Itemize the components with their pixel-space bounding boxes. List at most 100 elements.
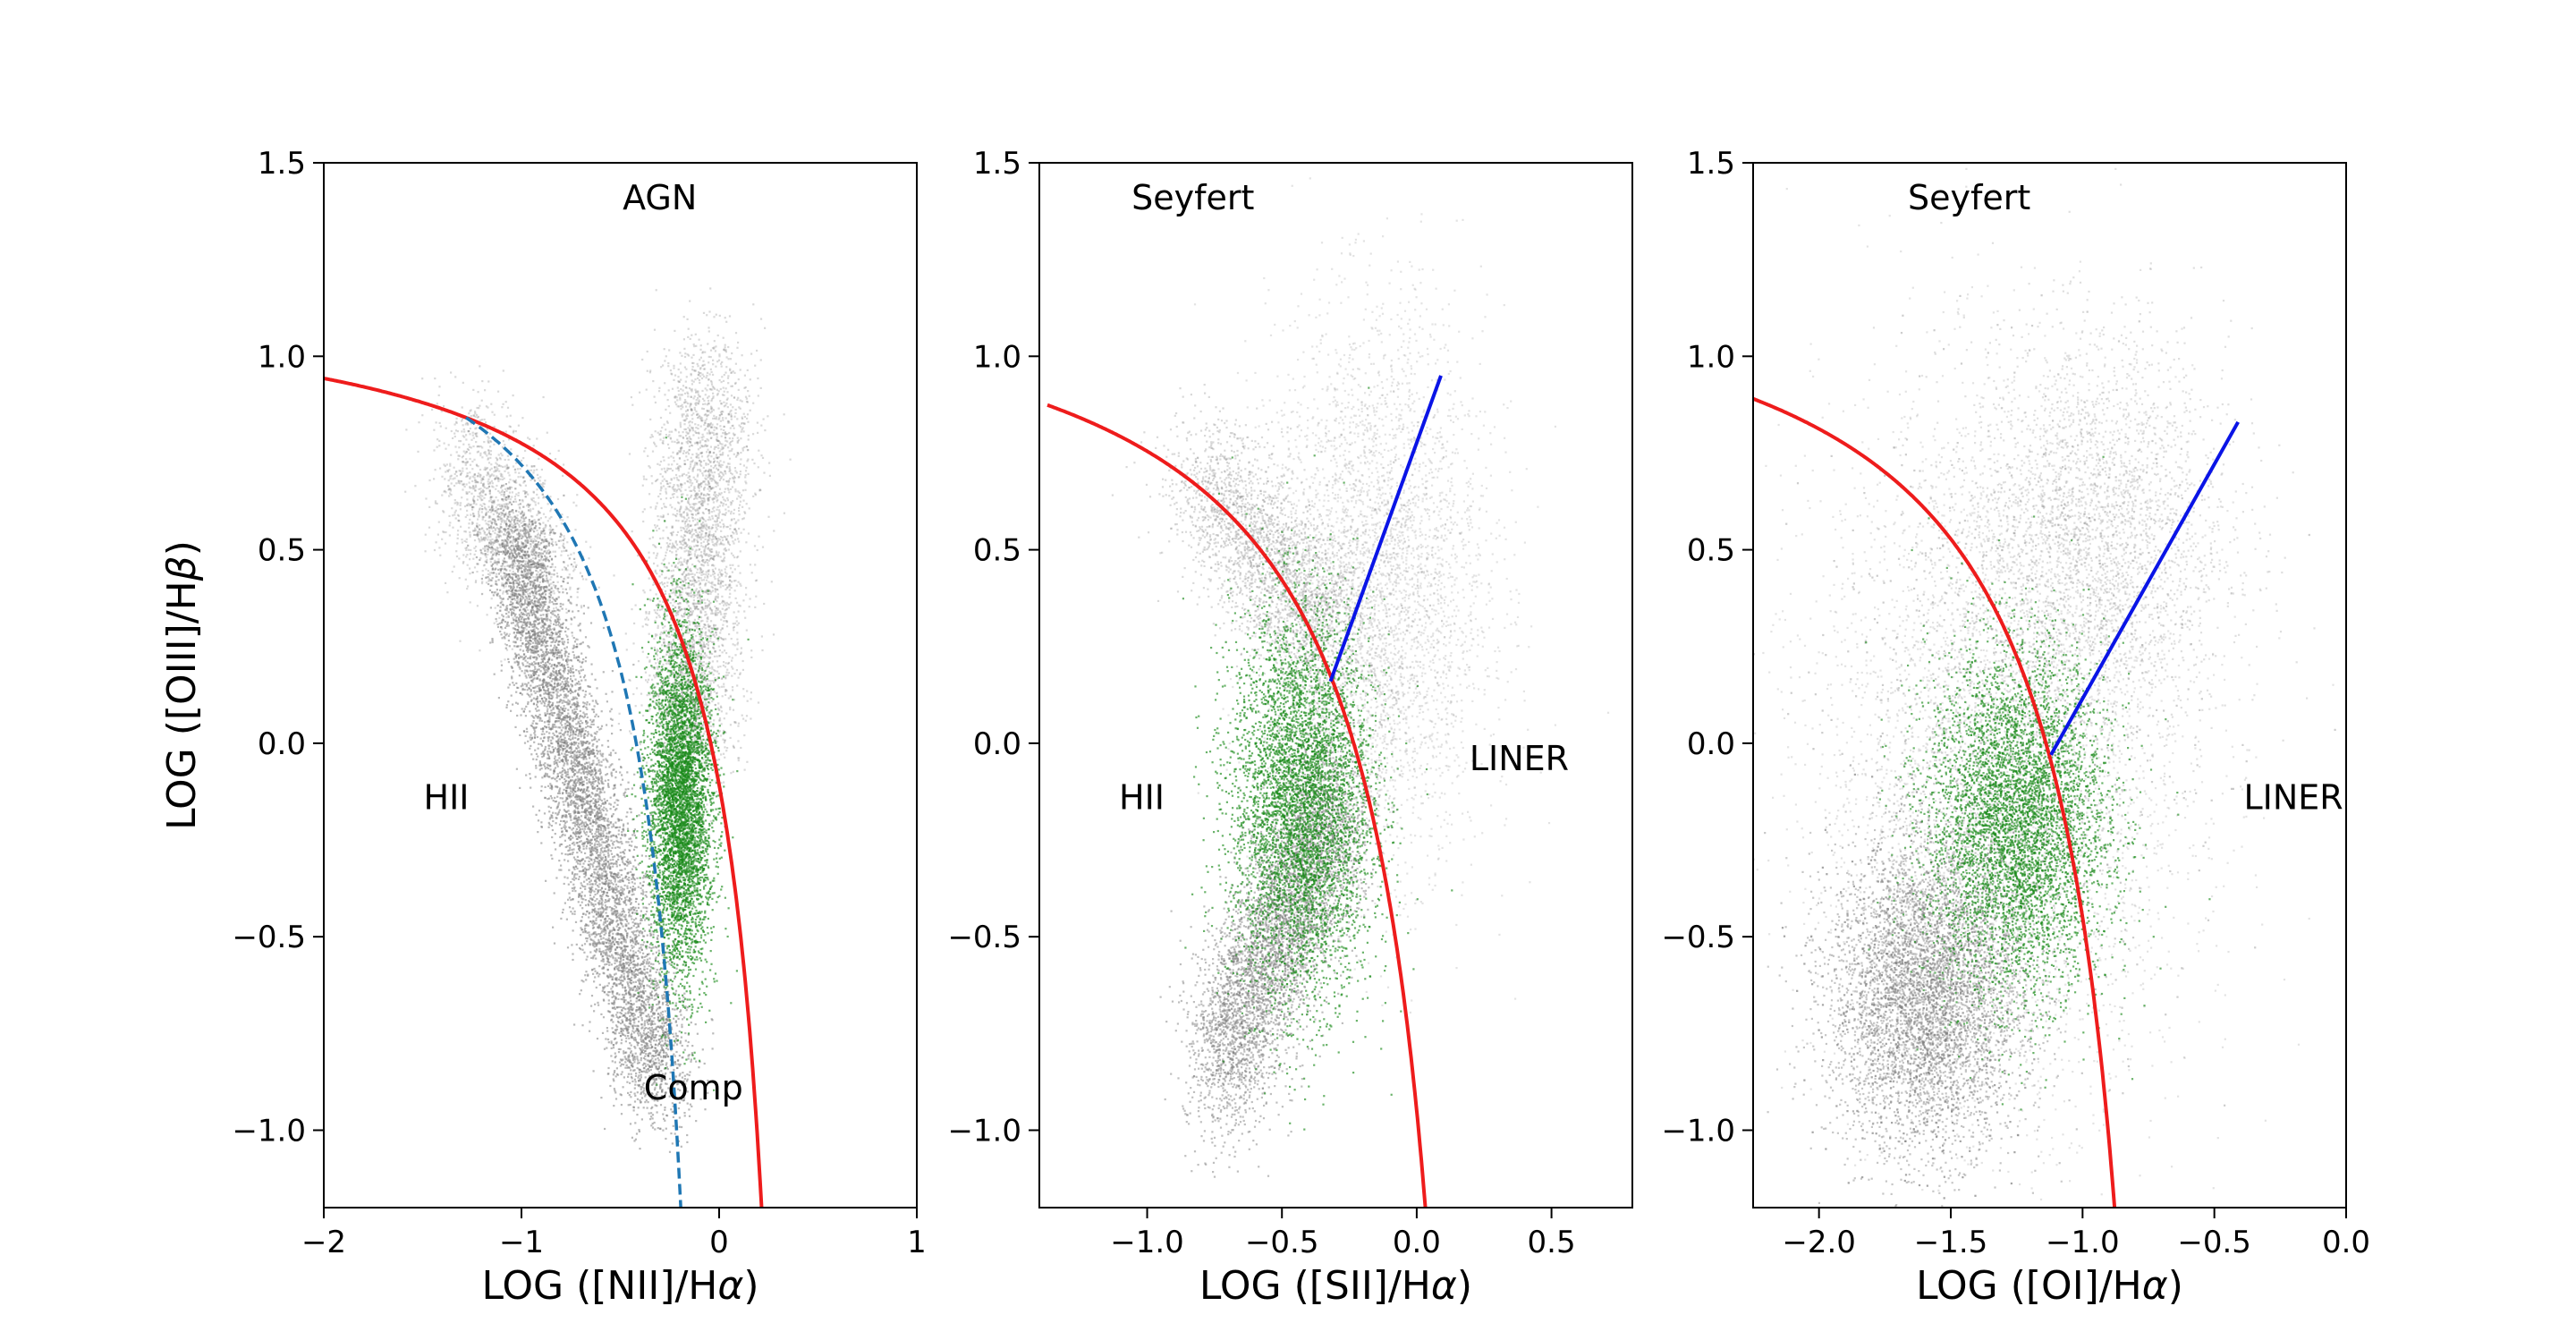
point [498, 595, 501, 598]
point [566, 763, 569, 766]
point [612, 1013, 614, 1016]
point [638, 1071, 640, 1073]
point [608, 973, 611, 976]
point [597, 818, 599, 820]
point [628, 1037, 631, 1039]
point [552, 603, 555, 606]
point [650, 1020, 653, 1022]
point [627, 858, 630, 861]
point [530, 465, 533, 468]
point [597, 761, 600, 764]
point [594, 900, 597, 903]
point [586, 831, 589, 834]
point [630, 999, 632, 1002]
point [567, 883, 570, 886]
point [531, 651, 534, 654]
point [575, 827, 578, 830]
point [623, 901, 625, 903]
point [530, 646, 533, 649]
point [678, 1125, 681, 1128]
point [526, 539, 529, 541]
point [503, 557, 505, 560]
point [572, 848, 575, 851]
point [581, 744, 584, 747]
point [531, 634, 535, 637]
point [671, 1008, 674, 1011]
point [635, 926, 638, 929]
point [607, 1041, 610, 1044]
point [683, 992, 686, 995]
point [631, 921, 634, 924]
point [649, 1032, 652, 1035]
point [623, 900, 626, 903]
point [569, 785, 572, 788]
point [623, 863, 626, 866]
point [527, 617, 530, 620]
point [617, 997, 620, 1000]
point [533, 582, 536, 585]
point [510, 709, 513, 712]
point [526, 583, 529, 586]
point [536, 657, 538, 660]
point [564, 739, 566, 742]
point [548, 823, 551, 826]
point [603, 999, 606, 1002]
point [552, 811, 555, 814]
point [559, 651, 562, 654]
point [580, 934, 582, 937]
point [601, 890, 604, 894]
point [529, 747, 531, 750]
point [614, 880, 616, 883]
point [537, 598, 539, 601]
point [479, 558, 481, 562]
point [546, 686, 548, 689]
point [558, 618, 561, 621]
point [644, 1063, 647, 1065]
point [556, 759, 559, 761]
point [594, 838, 597, 841]
point [614, 937, 616, 940]
point [538, 583, 540, 586]
point [573, 773, 576, 776]
point [530, 582, 532, 585]
point [632, 1013, 635, 1015]
point [516, 638, 519, 640]
point [543, 749, 547, 751]
point [683, 1074, 686, 1077]
point [607, 855, 610, 858]
point [644, 919, 647, 921]
point [564, 752, 566, 755]
point [627, 1012, 630, 1014]
point [521, 576, 524, 579]
point [549, 806, 553, 810]
point [516, 714, 519, 717]
point [499, 606, 502, 608]
point [564, 826, 567, 828]
point [524, 655, 527, 657]
point [552, 748, 555, 751]
point [675, 1050, 678, 1054]
point [590, 897, 593, 900]
point [590, 883, 593, 886]
point [504, 483, 507, 486]
point [526, 665, 529, 667]
point [618, 964, 621, 967]
point [544, 745, 547, 749]
point [530, 679, 532, 682]
point [592, 933, 595, 936]
point [598, 728, 601, 731]
point [593, 849, 596, 852]
point [569, 729, 572, 732]
point [665, 1062, 668, 1064]
point [600, 782, 603, 784]
point [555, 675, 557, 678]
point [618, 826, 622, 828]
point [639, 980, 642, 982]
point [648, 923, 650, 926]
point [576, 729, 579, 732]
point [490, 496, 493, 498]
point [556, 608, 559, 612]
point [591, 898, 594, 901]
point [596, 788, 599, 791]
point [476, 532, 479, 535]
